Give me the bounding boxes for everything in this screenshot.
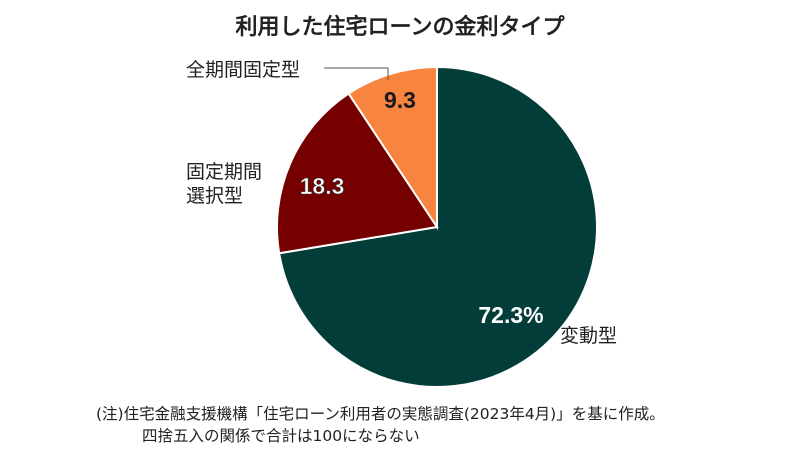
pie-slice-2 <box>347 65 438 231</box>
value-full-fixed: 9.3 <box>384 87 416 113</box>
note-source: (注)住宅金融支援機構「住宅ローン利用者の実態調査(2023年4月)」を基に作成… <box>96 405 665 423</box>
value-variable: 72.3% <box>478 302 543 328</box>
pie-slice-1 <box>276 92 439 255</box>
note-rounding: 四捨五入の関係で合計は100にならない <box>142 427 420 445</box>
label-full-fixed: 全期間固定型 <box>186 59 300 81</box>
leader-line <box>324 67 389 80</box>
label-variable: 変動型 <box>560 325 617 347</box>
chart-title: 利用した住宅ローンの金利タイプ <box>236 14 566 40</box>
label-fixed-period-line1: 固定期間 <box>186 161 262 183</box>
value-fixed-period: 18.3 <box>300 173 345 199</box>
label-fixed-period-line2: 選択型 <box>186 185 243 207</box>
